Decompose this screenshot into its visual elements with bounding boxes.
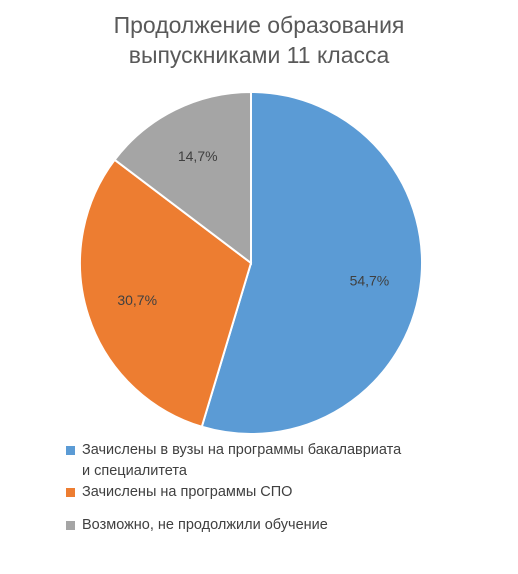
legend-swatch-spo	[66, 488, 75, 497]
pie-slice-spo	[79, 158, 253, 429]
legend-item-not-continued: Возможно, не продолжили обучение	[66, 515, 506, 536]
legend-label-spo: Зачислены на программы СПО	[82, 484, 293, 500]
legend-label-universities-line-1: Зачислены в вузы на программы бакалавриа…	[82, 442, 402, 458]
chart-title: Продолжение образования выпускниками 11 …	[0, 10, 518, 70]
legend-label-universities-line-2: и специалитета	[82, 463, 187, 479]
legend-swatch-not-continued	[66, 521, 75, 530]
legend-swatch-universities	[66, 446, 75, 455]
pie-slice-not-continued	[113, 90, 252, 266]
legend-item-universities: Зачислены в вузы на программы бакалавриа…	[66, 440, 506, 482]
chart-title-line-1: Продолжение образования	[113, 12, 405, 38]
legend-label-not-continued: Возможно, не продолжили обучение	[82, 517, 328, 533]
chart-title-line-2: выпускниками 11 класса	[128, 42, 390, 68]
data-label-not-continued: 14,7%	[178, 148, 218, 164]
pie-chart: 54,7% 30,7% 14,7%	[79, 90, 423, 435]
data-label-spo: 30,7%	[117, 292, 157, 308]
legend: Зачислены в вузы на программы бакалавриа…	[66, 440, 506, 536]
pie-slice-universities	[200, 90, 423, 435]
legend-item-spo: Зачислены на программы СПО	[66, 482, 506, 503]
data-label-universities: 54,7%	[350, 272, 390, 288]
